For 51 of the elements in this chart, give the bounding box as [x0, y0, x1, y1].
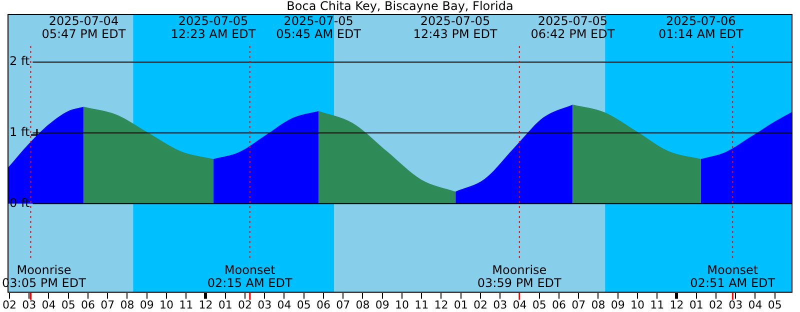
x-tick-label: 04 [277, 298, 292, 312]
x-tick-label: 09 [375, 298, 390, 312]
x-tick-label: 08 [120, 298, 134, 312]
x-tick-label: 11 [179, 298, 194, 312]
ref-line-label: Moonset 02:51 AM EDT [690, 262, 776, 290]
x-tick-label: 10 [630, 298, 644, 312]
x-tick-label: 03 [493, 298, 508, 312]
x-tick-label: 12 [670, 298, 684, 312]
x-tick-label: 06 [316, 298, 330, 312]
x-tick-label: 02 [708, 298, 723, 312]
ref-line-label: Moonrise 03:59 PM EDT [477, 262, 562, 290]
x-tick-label: 12 [198, 298, 213, 312]
x-tick-label: 10 [394, 298, 409, 312]
x-tick-label: 06 [80, 298, 95, 312]
x-tick-label: 11 [414, 298, 429, 312]
x-tick-label: 04 [42, 298, 56, 312]
x-tick-label: 03 [22, 298, 36, 312]
x-tick-label: 02 [238, 298, 252, 312]
chart-title: Boca Chita Key, Biscayne Bay, Florida [286, 0, 514, 14]
x-tick-label: 01 [218, 298, 232, 312]
y-tick-label: 1 ft [10, 125, 30, 140]
x-tick-label: 01 [454, 298, 468, 312]
x-tick-label: 09 [140, 298, 154, 312]
annotation: 2025-07-06 01:14 AM EDT [658, 14, 744, 42]
x-tick-label: 11 [650, 298, 664, 312]
x-tick-label: 05 [61, 298, 76, 312]
ref-line-label: Moonset 02:15 AM EDT [207, 262, 293, 290]
annotation: 2025-07-05 12:23 AM EDT [170, 14, 256, 42]
x-tick-label: 10 [159, 298, 174, 312]
x-tick-label: 06 [552, 298, 566, 312]
x-tick-label: 12 [434, 298, 448, 312]
x-tick-label: 02 [473, 298, 488, 312]
x-tick-label: 01 [689, 298, 704, 312]
x-tick-label: 04 [748, 298, 762, 312]
x-tick-label: 09 [610, 298, 625, 312]
x-tick-label: 03 [258, 298, 272, 312]
x-tick-label: 08 [591, 298, 606, 312]
x-tick-label: 07 [336, 298, 350, 312]
annotation: 2025-07-04 05:47 PM EDT [42, 14, 126, 42]
x-tick-label: 02 [2, 298, 16, 312]
annotation: 2025-07-05 12:43 PM EDT [413, 14, 498, 42]
x-tick-label: 07 [100, 298, 115, 312]
x-tick-label: 03 [728, 298, 743, 312]
x-tick-label: 05 [532, 298, 546, 312]
annotation: 2025-07-05 05:45 AM EDT [276, 14, 362, 42]
x-tick-label: 07 [572, 298, 586, 312]
x-tick-label: 08 [356, 298, 370, 312]
y-tick-label: 2 ft [10, 54, 30, 68]
x-tick-label: 04 [512, 298, 527, 312]
x-tick-label: 05 [768, 298, 782, 312]
x-tick-label: 05 [296, 298, 311, 312]
